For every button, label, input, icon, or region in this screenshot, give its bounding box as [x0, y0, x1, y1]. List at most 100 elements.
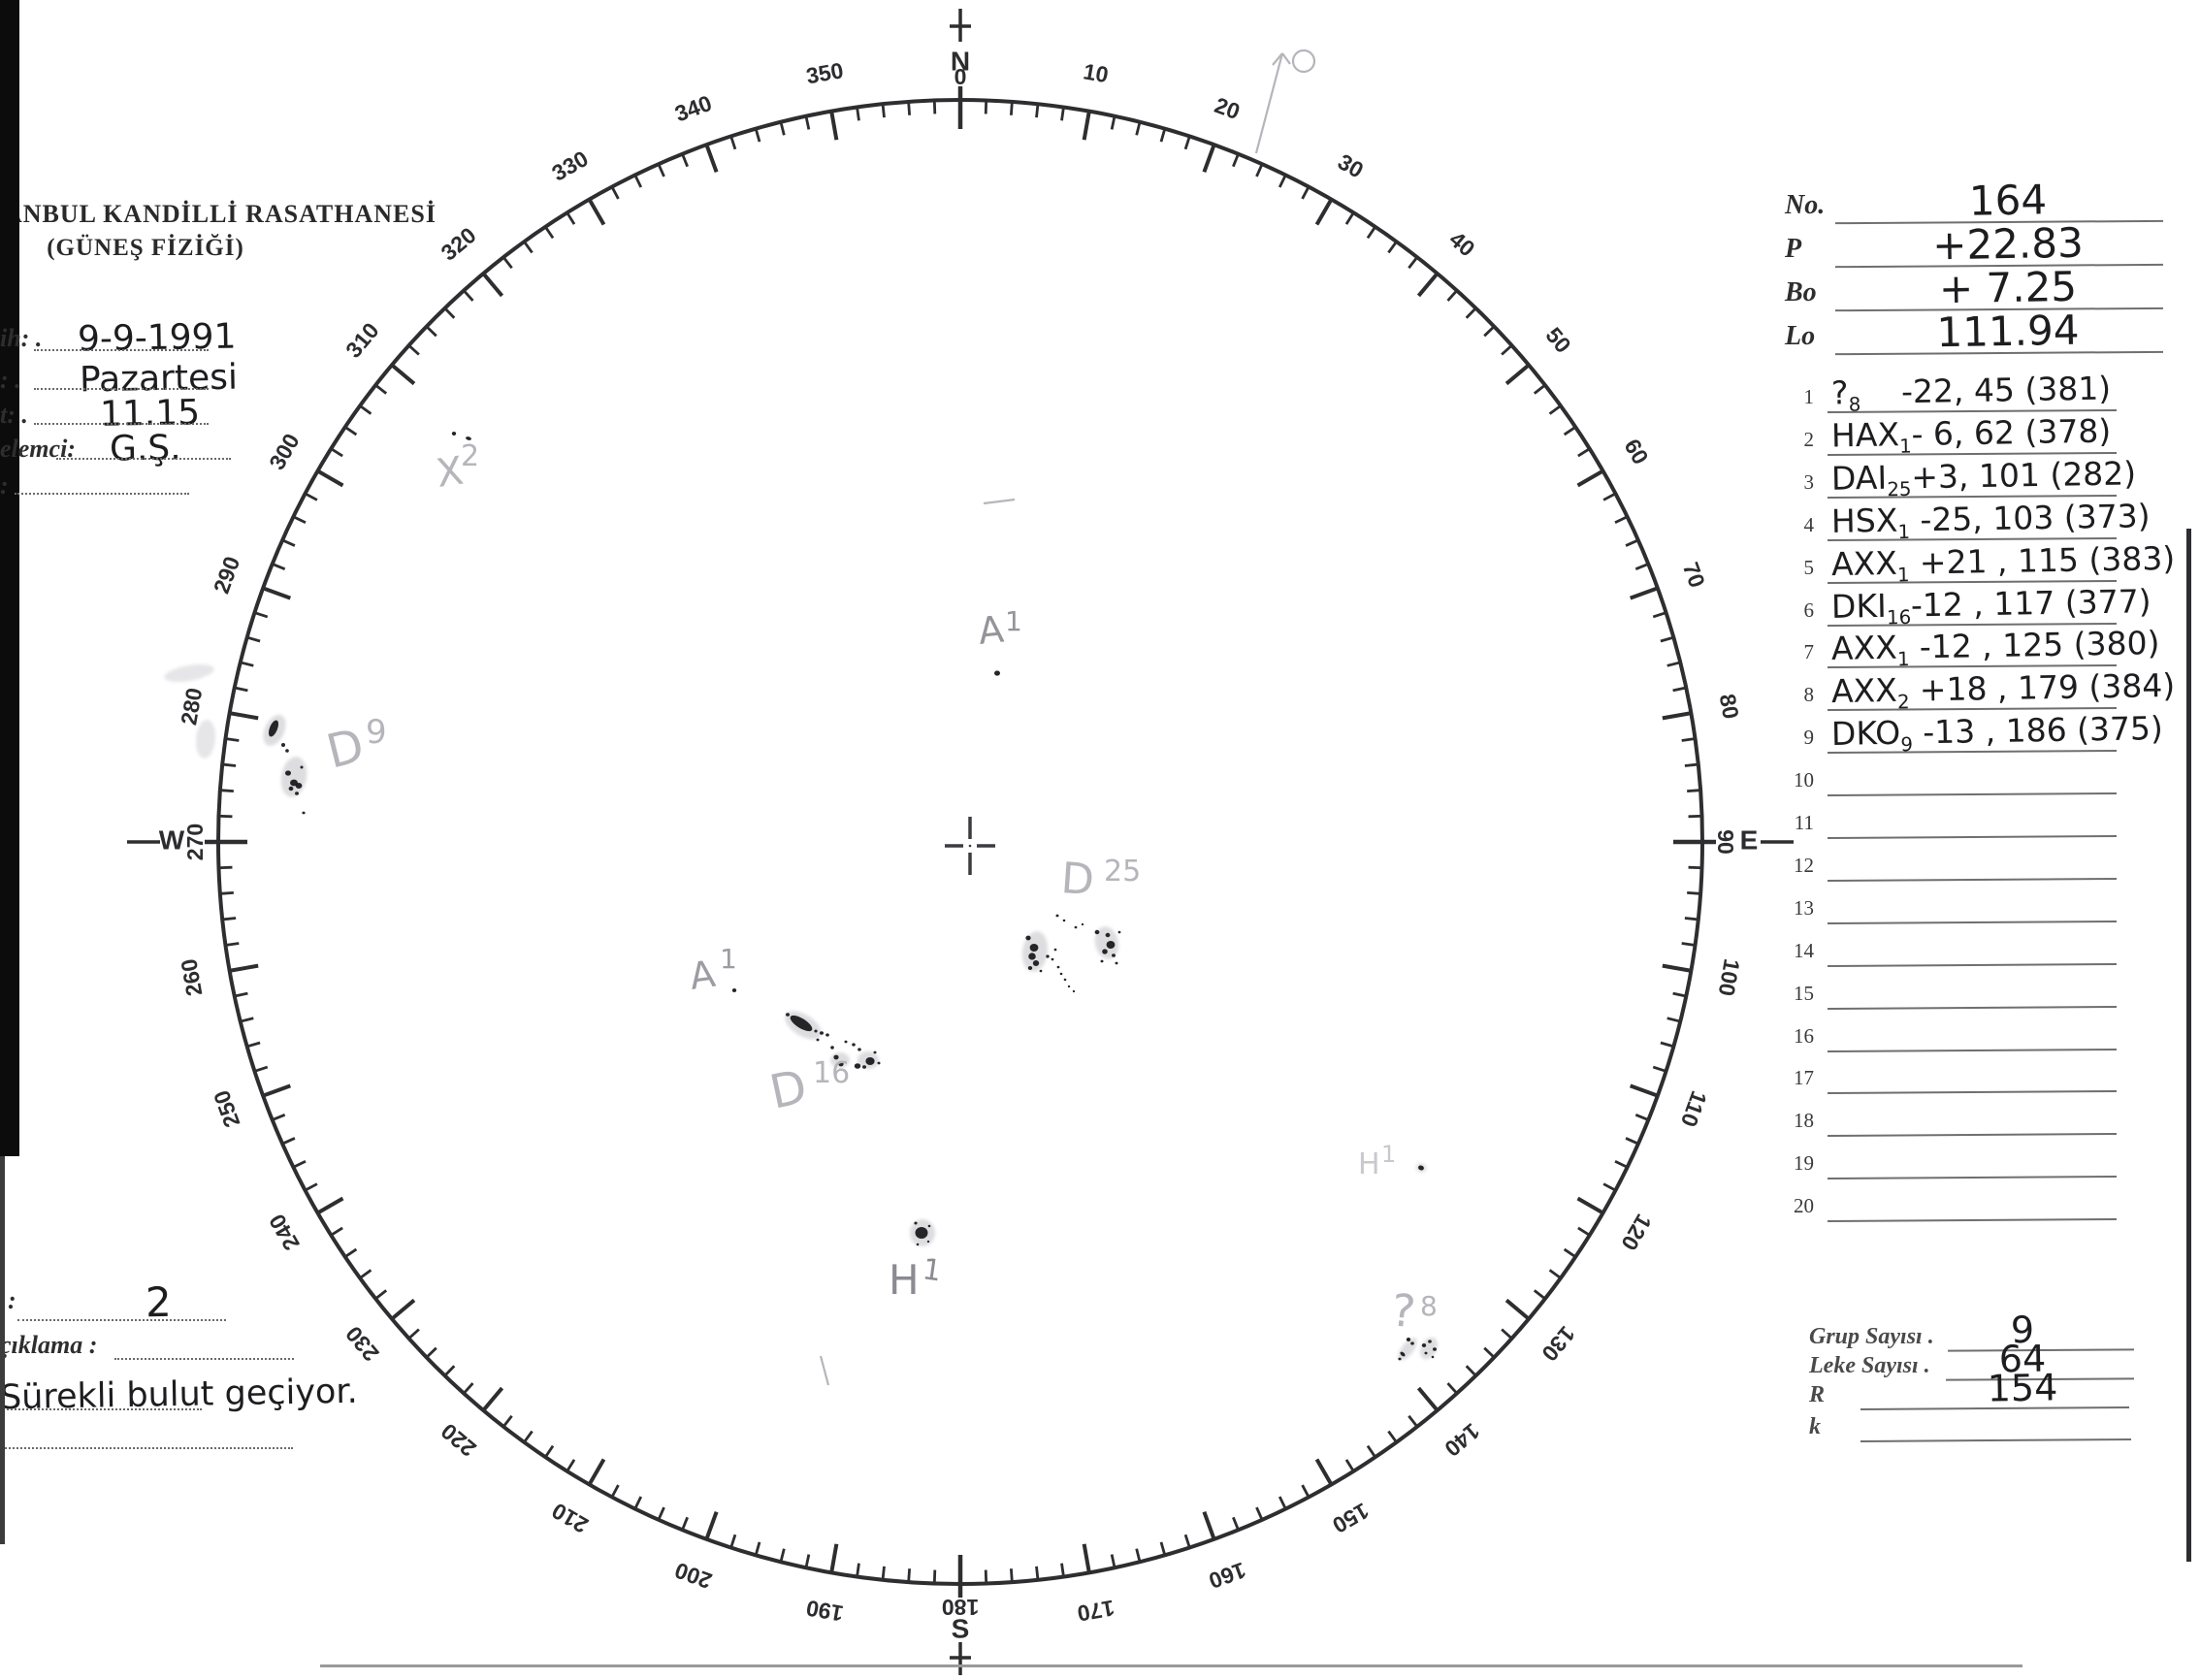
- dial-tick: [1407, 255, 1419, 270]
- dial-tick: [1629, 1083, 1660, 1098]
- dial-tick: [217, 814, 233, 819]
- group-entry-values: +21 , 115 (383): [1909, 538, 2176, 582]
- sunspot-umbra-D16: [865, 1057, 875, 1065]
- dial-tick: [1501, 1328, 1514, 1341]
- group-entry-subscript: 25: [1887, 477, 1912, 501]
- sunspot-group-label-D9: D: [321, 718, 369, 779]
- sunspot-umbra-H1-south: [916, 1243, 920, 1246]
- dial-tick: [1232, 1516, 1241, 1532]
- group-entry-class: HSX: [1830, 501, 1898, 540]
- sunspot-umbra-D25: [1039, 969, 1043, 973]
- dial-degree-label: 10: [1082, 58, 1111, 87]
- dial-tick: [754, 127, 761, 143]
- dial-tick: [1602, 1182, 1617, 1192]
- dial-tick: [1344, 1459, 1356, 1473]
- sunspot-penumbra-D9: [280, 757, 307, 797]
- dial-tick: [1035, 1566, 1040, 1581]
- dial-tick: [1662, 711, 1693, 721]
- group-row-number: 10: [1794, 768, 1814, 792]
- dial-degree-label: 120: [1616, 1210, 1657, 1254]
- scan-edge-bar: [0, 0, 19, 1156]
- dial-tick: [1387, 240, 1399, 254]
- group-entry-subscript: 1: [1896, 563, 1910, 587]
- dial-tick: [1009, 100, 1014, 115]
- dial-tick: [389, 363, 416, 386]
- dial-degree-label: 340: [671, 90, 715, 127]
- dial-tick: [704, 143, 719, 174]
- dial-degree-label: 190: [804, 1596, 845, 1627]
- dial-tick: [522, 1430, 534, 1444]
- dial-tick: [442, 1365, 456, 1377]
- info-line-0: [34, 349, 209, 351]
- sunspot-umbra-X2: [451, 432, 457, 436]
- dial-tick: [224, 737, 240, 742]
- dial-tick: [1301, 185, 1310, 200]
- aciklama-label: çıklama :: [0, 1331, 98, 1359]
- dial-tick: [1465, 1365, 1478, 1377]
- info-label-0: ih: .: [0, 324, 43, 352]
- pencil-stroke: [819, 1355, 830, 1386]
- sunspot-umbra-Q8: [1431, 1355, 1435, 1359]
- dial-degree-label: 210: [547, 1498, 592, 1538]
- dial-tick: [1533, 383, 1547, 395]
- sunspot-umbra-A1-west: [731, 988, 737, 992]
- dial-tick: [1634, 562, 1650, 570]
- dial-tick: [522, 240, 534, 254]
- sunspot-group-label-Q8: ?: [1389, 1283, 1418, 1338]
- pencil-stroke: [1281, 52, 1291, 65]
- group-entry-values: -12 , 117 (377): [1910, 581, 2151, 624]
- sunspot-umbra-H1-south: [926, 1240, 930, 1244]
- dial-tick: [632, 1496, 643, 1511]
- dial-tick: [481, 271, 504, 298]
- sunspot-umbra-D25: [1059, 972, 1063, 976]
- dial-tick: [1577, 446, 1592, 458]
- dial-tick: [218, 789, 234, 793]
- group-row-number: 9: [1803, 726, 1815, 750]
- dial-tick: [632, 173, 643, 188]
- dial-tick: [291, 1159, 307, 1170]
- dial-tick: [1660, 635, 1675, 643]
- sunspot-umbra-D25: [1032, 960, 1040, 966]
- sunspot-umbra-D25: [1055, 914, 1059, 918]
- group-row-number: 12: [1794, 853, 1814, 877]
- dial-tick: [1366, 1444, 1377, 1459]
- dial-tick: [587, 197, 606, 226]
- dial-tick: [1035, 103, 1040, 118]
- sunspot-group-label-A1-west: A: [687, 953, 718, 998]
- group-entry-values: +18 , 179 (384): [1909, 666, 2176, 709]
- dial-tick: [1135, 120, 1142, 136]
- sunspot-umbra-D25: [1072, 989, 1076, 993]
- dial-tick: [373, 383, 388, 395]
- group-entry-class: DAI: [1830, 458, 1888, 498]
- dial-tick: [829, 1543, 839, 1574]
- dial-tick: [610, 1484, 620, 1499]
- dial-tick: [1577, 1226, 1592, 1238]
- scan-right-line: [2186, 529, 2191, 1562]
- dial-tick: [1625, 1137, 1640, 1146]
- dial-tick: [462, 288, 474, 302]
- dial-tick: [304, 492, 318, 501]
- dial-tick: [1625, 538, 1640, 547]
- dial-tick: [442, 307, 456, 319]
- sunspot-umbra-Q8: [1406, 1338, 1411, 1341]
- dial-tick: [233, 686, 248, 693]
- sunspot-umbra-Q8: [1421, 1343, 1427, 1347]
- sunspot-group-label-D25: D: [1059, 854, 1095, 905]
- dial-tick: [315, 468, 344, 488]
- sunspot-group-label-D25: 25: [1104, 855, 1141, 888]
- dial-tick: [1159, 127, 1167, 143]
- sunspot-umbra-H1-south: [915, 1227, 928, 1239]
- dial-tick: [1602, 492, 1617, 501]
- dial-tick: [1278, 173, 1288, 188]
- dial-tick: [1662, 963, 1693, 973]
- sunspot-umbra-D16: [854, 1063, 861, 1069]
- dial-tick: [1672, 991, 1688, 998]
- group-entry-class: AXX: [1830, 543, 1898, 583]
- group-entry: AXX1 +21 , 115 (383): [1831, 539, 2176, 588]
- group-entry-subscript: 1: [1896, 648, 1910, 671]
- dial-tick: [565, 210, 576, 225]
- dial-tick: [1232, 152, 1241, 168]
- summary-label-0: Grup Sayısı .: [1809, 1324, 1934, 1349]
- sunspot-umbra-D25: [1100, 959, 1104, 963]
